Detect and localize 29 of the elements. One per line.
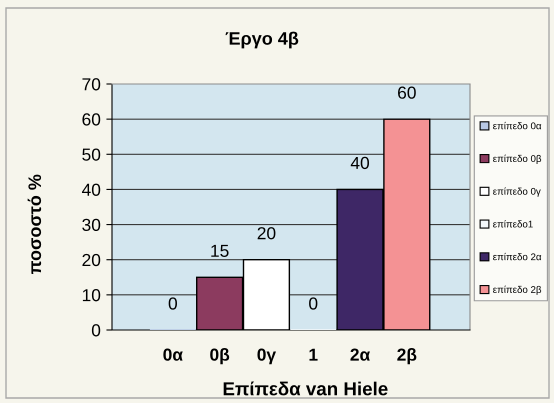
data-label: 0 (309, 297, 318, 310)
y-axis-title: ποσοστό % (28, 174, 42, 274)
y-tick-label: 50 (82, 148, 100, 161)
data-label: 15 (211, 244, 229, 257)
y-tick-label: 70 (82, 78, 100, 90)
legend-label: επίπεδο 2α (493, 252, 542, 260)
data-label: 20 (258, 227, 276, 240)
x-tick-label: 2β (397, 348, 416, 364)
legend-label: επίπεδο 2β (493, 286, 542, 295)
y-tick-label: 10 (82, 289, 100, 302)
legend-label: επίπεδο 0α (493, 122, 542, 130)
legend-label: επίπεδο 0β (493, 154, 542, 164)
legend-label: επίπεδο 0γ (493, 187, 541, 197)
y-tick-label: 20 (82, 254, 100, 266)
y-tick-label: 60 (82, 113, 100, 126)
x-tick-label: 2α (350, 348, 370, 361)
x-tick-label: 1 (309, 348, 318, 361)
y-tick-label: 40 (82, 184, 100, 196)
x-axis-title: Επίπεδα van Hiele (224, 381, 388, 396)
data-label: 40 (350, 156, 370, 170)
chart-title: Έργο 4β (226, 32, 298, 48)
x-tick-label: 0α (163, 348, 183, 361)
y-tick-label: 30 (82, 218, 100, 232)
y-tick-label: 0 (92, 324, 100, 336)
data-label: 60 (398, 86, 416, 99)
legend-label: επίπεδο1 (493, 220, 533, 228)
data-label: 0 (168, 297, 177, 310)
x-tick-label: 0γ (257, 348, 276, 364)
x-tick-label: 0β (210, 348, 230, 364)
